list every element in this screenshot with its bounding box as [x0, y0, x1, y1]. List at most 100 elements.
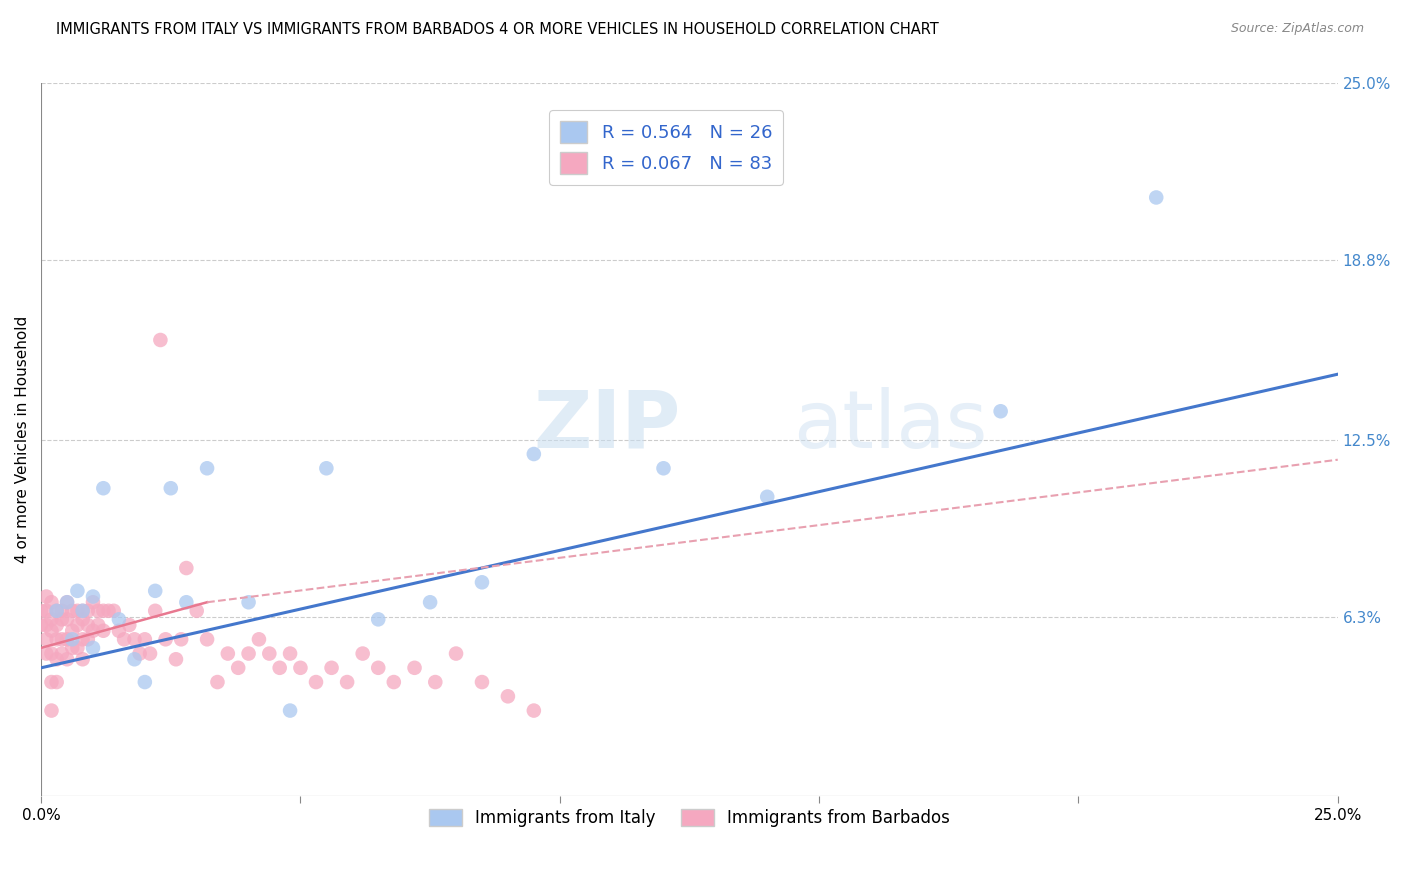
Point — [45, 618, 67, 632]
Point — [108, 624, 131, 638]
Point — [496, 690, 519, 704]
Point — [278, 647, 301, 661]
Point — [269, 661, 291, 675]
Point — [35, 618, 58, 632]
Point — [523, 704, 546, 718]
Point — [195, 461, 218, 475]
Point — [523, 447, 546, 461]
Point — [82, 640, 104, 655]
Point — [756, 490, 779, 504]
Point — [1144, 190, 1167, 204]
Point — [990, 404, 1012, 418]
Point — [41, 704, 63, 718]
Point — [471, 675, 494, 690]
Point — [51, 632, 73, 647]
Point — [56, 632, 79, 647]
Point — [305, 675, 328, 690]
Point — [60, 624, 83, 638]
Point — [41, 612, 63, 626]
Point — [56, 652, 79, 666]
Point — [226, 661, 249, 675]
Point — [45, 604, 67, 618]
Y-axis label: 4 or more Vehicles in Household: 4 or more Vehicles in Household — [15, 316, 30, 564]
Point — [35, 647, 58, 661]
Point — [444, 647, 467, 661]
Point — [66, 640, 89, 655]
Point — [139, 647, 162, 661]
Point — [76, 618, 98, 632]
Point — [247, 632, 270, 647]
Point — [72, 652, 94, 666]
Point — [60, 640, 83, 655]
Point — [118, 618, 141, 632]
Point — [143, 583, 166, 598]
Point — [352, 647, 374, 661]
Point — [652, 461, 675, 475]
Point — [60, 604, 83, 618]
Point — [382, 675, 405, 690]
Point — [195, 632, 218, 647]
Text: Source: ZipAtlas.com: Source: ZipAtlas.com — [1230, 22, 1364, 36]
Point — [51, 647, 73, 661]
Point — [186, 604, 208, 618]
Point — [128, 647, 150, 661]
Point — [35, 604, 58, 618]
Point — [134, 632, 156, 647]
Point — [217, 647, 239, 661]
Point — [41, 647, 63, 661]
Point — [471, 575, 494, 590]
Point — [72, 604, 94, 618]
Point — [76, 604, 98, 618]
Point — [278, 704, 301, 718]
Point — [165, 652, 187, 666]
Point — [66, 618, 89, 632]
Text: atlas: atlas — [793, 386, 987, 465]
Point — [41, 675, 63, 690]
Point — [51, 604, 73, 618]
Point — [134, 675, 156, 690]
Point — [35, 632, 58, 647]
Point — [336, 675, 359, 690]
Point — [30, 618, 52, 632]
Point — [82, 590, 104, 604]
Point — [108, 612, 131, 626]
Point — [45, 675, 67, 690]
Point — [404, 661, 426, 675]
Point — [56, 595, 79, 609]
Point — [45, 604, 67, 618]
Point — [155, 632, 177, 647]
Point — [45, 652, 67, 666]
Point — [72, 612, 94, 626]
Point — [51, 612, 73, 626]
Point — [112, 632, 135, 647]
Point — [87, 618, 110, 632]
Point — [93, 604, 115, 618]
Point — [143, 604, 166, 618]
Point — [60, 632, 83, 647]
Point — [72, 632, 94, 647]
Point — [35, 590, 58, 604]
Text: IMMIGRANTS FROM ITALY VS IMMIGRANTS FROM BARBADOS 4 OR MORE VEHICLES IN HOUSEHOL: IMMIGRANTS FROM ITALY VS IMMIGRANTS FROM… — [56, 22, 939, 37]
Point — [97, 604, 120, 618]
Point — [176, 595, 198, 609]
Point — [176, 561, 198, 575]
Point — [30, 604, 52, 618]
Point — [56, 595, 79, 609]
Point — [170, 632, 193, 647]
Point — [321, 661, 343, 675]
Point — [87, 604, 110, 618]
Text: ZIP: ZIP — [534, 386, 681, 465]
Point — [149, 333, 172, 347]
Point — [207, 675, 229, 690]
Point — [45, 632, 67, 647]
Point — [41, 624, 63, 638]
Point — [93, 481, 115, 495]
Point — [367, 612, 389, 626]
Point — [76, 632, 98, 647]
Point — [238, 647, 260, 661]
Point — [238, 595, 260, 609]
Point — [290, 661, 312, 675]
Point — [66, 583, 89, 598]
Point — [82, 624, 104, 638]
Point — [82, 595, 104, 609]
